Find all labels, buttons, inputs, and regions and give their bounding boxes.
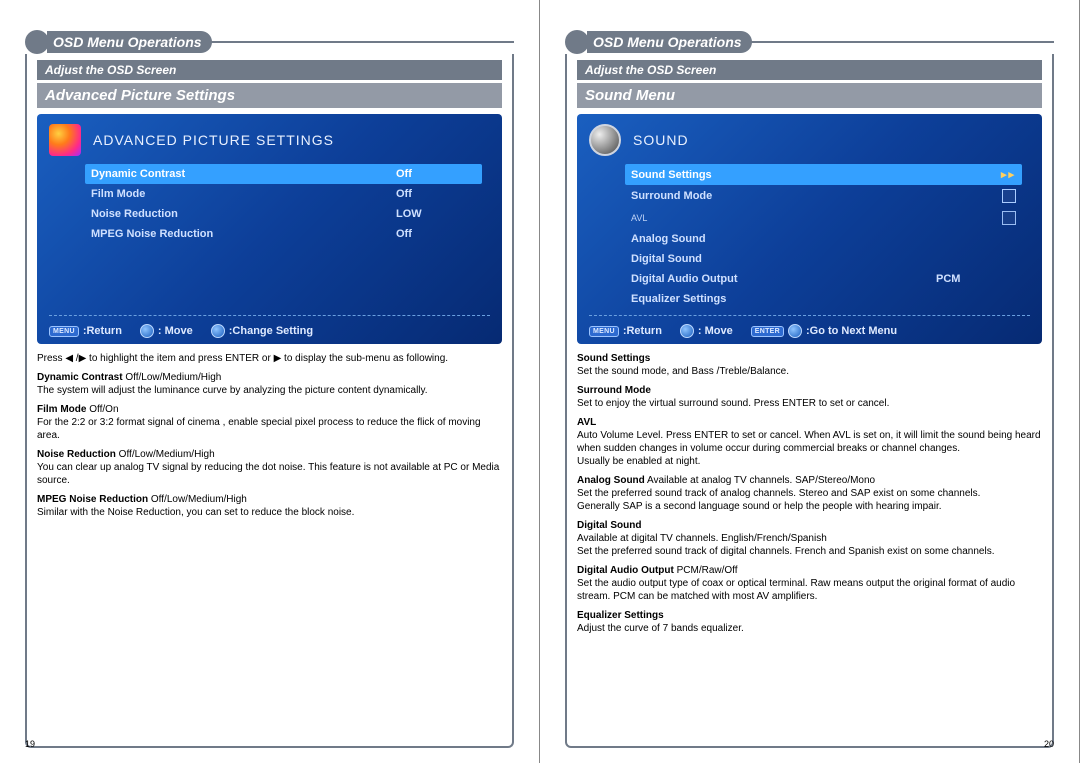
- menu-item-label: Sound Settings: [631, 169, 1001, 181]
- checkbox-icon[interactable]: [1002, 189, 1016, 203]
- osd-title: SOUND: [633, 132, 689, 148]
- menu-item-label: Analog Sound: [631, 233, 1016, 245]
- picture-icon: [49, 124, 81, 156]
- change-label: :Change Setting: [229, 325, 313, 337]
- enter-group[interactable]: ENTER :Go to Next Menu: [751, 324, 897, 338]
- menu-item-label: Film Mode: [91, 188, 396, 200]
- desc-item: Equalizer SettingsAdjust the curve of 7 …: [577, 609, 1042, 635]
- section-title: Sound Menu: [577, 83, 1042, 108]
- move-icon: [140, 324, 154, 338]
- menu-item-value: PCM: [936, 273, 1016, 285]
- move-group[interactable]: : Move: [140, 324, 193, 338]
- header-tab: OSD Menu Operations: [25, 30, 514, 54]
- return-group[interactable]: MENU :Return: [49, 325, 122, 337]
- move-label: : Move: [698, 325, 733, 337]
- osd-divider: [49, 315, 490, 316]
- menu-item-label: Equalizer Settings: [631, 293, 1016, 305]
- osd-panel-sound: SOUND Sound Settings▸▸ Surround Mode AVL An…: [577, 114, 1042, 344]
- menu-item-label: Dynamic Contrast: [91, 168, 396, 180]
- header-rule: [750, 41, 1054, 43]
- return-label: :Return: [83, 325, 122, 337]
- header-circle-icon: [565, 30, 589, 54]
- osd-menu-item[interactable]: Surround Mode: [625, 185, 1022, 207]
- page-right: OSD Menu Operations Adjust the OSD Scree…: [540, 0, 1080, 763]
- enter-button-icon: ENTER: [751, 326, 784, 337]
- osd-menu-item[interactable]: Equalizer Settings: [625, 289, 1022, 309]
- header-title: OSD Menu Operations: [47, 31, 212, 53]
- checkbox-icon[interactable]: [1002, 211, 1016, 225]
- menu-item-value: Off: [396, 168, 476, 180]
- desc-item: Analog Sound Available at analog TV chan…: [577, 474, 1042, 513]
- page-left: OSD Menu Operations Adjust the OSD Scree…: [0, 0, 540, 763]
- page-frame: Adjust the OSD Screen Sound Menu SOUND S…: [565, 54, 1054, 748]
- menu-item-label: AVL: [631, 213, 1002, 223]
- return-label: :Return: [623, 325, 662, 337]
- osd-menu-item[interactable]: Analog Sound: [625, 229, 1022, 249]
- desc-item: Sound SettingsSet the sound mode, and Ba…: [577, 352, 1042, 378]
- desc-item: Digital Audio Output PCM/Raw/OffSet the …: [577, 564, 1042, 603]
- header-rule: [210, 41, 514, 43]
- menu-item-label: MPEG Noise Reduction: [91, 228, 396, 240]
- page-frame: Adjust the OSD Screen Advanced Picture S…: [25, 54, 514, 748]
- header-tab: OSD Menu Operations: [565, 30, 1054, 54]
- speaker-icon: [589, 124, 621, 156]
- menu-item-value: Off: [396, 188, 476, 200]
- header-title: OSD Menu Operations: [587, 31, 752, 53]
- osd-menu-item[interactable]: AVL: [625, 207, 1022, 229]
- menu-item-label: Digital Audio Output: [631, 273, 936, 285]
- osd-header: ADVANCED PICTURE SETTINGS: [37, 124, 502, 164]
- osd-panel-picture: ADVANCED PICTURE SETTINGS Dynamic Contra…: [37, 114, 502, 344]
- change-group[interactable]: :Change Setting: [211, 324, 313, 338]
- page-number: 19: [25, 739, 35, 749]
- move-label: : Move: [158, 325, 193, 337]
- desc-item: Dynamic Contrast Off/Low/Medium/HighThe …: [37, 371, 502, 397]
- change-icon: [211, 324, 225, 338]
- section-title: Advanced Picture Settings: [37, 83, 502, 108]
- submenu-arrow-icon: ▸▸: [1001, 168, 1016, 181]
- menu-item-value: Off: [396, 228, 476, 240]
- move-icon: [680, 324, 694, 338]
- osd-menu-item[interactable]: Digital Sound: [625, 249, 1022, 269]
- desc-item: Digital SoundAvailable at digital TV cha…: [577, 519, 1042, 558]
- osd-menu-item[interactable]: Film ModeOff: [85, 184, 482, 204]
- osd-menu-item[interactable]: Dynamic ContrastOff: [85, 164, 482, 184]
- osd-rows: Dynamic ContrastOffFilm ModeOffNoise Red…: [37, 164, 502, 309]
- menu-item-label: Digital Sound: [631, 253, 1016, 265]
- osd-menu-item[interactable]: Sound Settings▸▸: [625, 164, 1022, 185]
- return-group[interactable]: MENU :Return: [589, 325, 662, 337]
- osd-footer: MENU :Return : Move ENTER :Go to Next Me…: [577, 322, 1042, 338]
- osd-menu-item[interactable]: Digital Audio OutputPCM: [625, 269, 1022, 289]
- osd-divider: [589, 315, 1030, 316]
- osd-footer: MENU :Return : Move :Change Setting: [37, 322, 502, 338]
- description-text: Press ◀ /▶ to highlight the item and pre…: [37, 352, 502, 736]
- move-group[interactable]: : Move: [680, 324, 733, 338]
- page-number: 20: [1044, 739, 1054, 749]
- osd-header: SOUND: [577, 124, 1042, 164]
- desc-item: Film Mode Off/OnFor the 2:2 or 3:2 forma…: [37, 403, 502, 442]
- desc-item: Noise Reduction Off/Low/Medium/HighYou c…: [37, 448, 502, 487]
- menu-item-label: Noise Reduction: [91, 208, 396, 220]
- osd-menu-item[interactable]: Noise ReductionLOW: [85, 204, 482, 224]
- desc-item: AVLAuto Volume Level. Press ENTER to set…: [577, 416, 1042, 468]
- menu-item-value: LOW: [396, 208, 476, 220]
- menu-button-icon: MENU: [49, 326, 79, 337]
- description-text: Sound SettingsSet the sound mode, and Ba…: [577, 352, 1042, 736]
- intro-text: Press ◀ /▶ to highlight the item and pre…: [37, 352, 502, 365]
- osd-title: ADVANCED PICTURE SETTINGS: [93, 132, 334, 148]
- menu-button-icon: MENU: [589, 326, 619, 337]
- desc-item: MPEG Noise Reduction Off/Low/Medium/High…: [37, 493, 502, 519]
- enter-icon: [788, 324, 802, 338]
- menu-item-label: Surround Mode: [631, 190, 1002, 202]
- enter-label: :Go to Next Menu: [806, 325, 897, 337]
- sub-header: Adjust the OSD Screen: [37, 60, 502, 80]
- sub-header: Adjust the OSD Screen: [577, 60, 1042, 80]
- osd-rows: Sound Settings▸▸ Surround Mode AVL Analog S…: [577, 164, 1042, 309]
- header-circle-icon: [25, 30, 49, 54]
- desc-item: Surround ModeSet to enjoy the virtual su…: [577, 384, 1042, 410]
- osd-menu-item[interactable]: MPEG Noise ReductionOff: [85, 224, 482, 244]
